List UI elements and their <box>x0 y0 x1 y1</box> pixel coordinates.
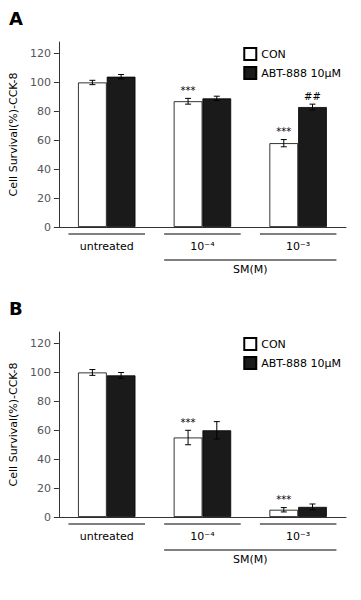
svg-text:untreated: untreated <box>80 240 134 253</box>
svg-text:untreated: untreated <box>80 530 134 543</box>
svg-text:A: A <box>9 8 23 29</box>
svg-text:10⁻⁴: 10⁻⁴ <box>190 530 215 543</box>
svg-text:20: 20 <box>37 482 51 495</box>
svg-text:40: 40 <box>37 163 51 176</box>
svg-text:0: 0 <box>44 511 51 524</box>
svg-text:40: 40 <box>37 453 51 466</box>
svg-text:***: *** <box>276 126 291 137</box>
svg-text:Cell Survival(%)-CCK-8: Cell Survival(%)-CCK-8 <box>7 73 20 197</box>
svg-text:SM(M): SM(M) <box>233 263 268 276</box>
svg-text:20: 20 <box>37 192 51 205</box>
svg-text:10⁻³: 10⁻³ <box>286 240 310 253</box>
svg-text:***: *** <box>181 417 196 428</box>
svg-text:100: 100 <box>30 366 51 379</box>
svg-text:##: ## <box>304 91 321 102</box>
svg-text:***: *** <box>181 85 196 96</box>
svg-text:ABT-888 10μM: ABT-888 10μM <box>261 357 341 370</box>
svg-text:***: *** <box>276 494 291 505</box>
svg-text:60: 60 <box>37 424 51 437</box>
svg-text:CON: CON <box>261 338 286 351</box>
svg-text:Cell Survival(%)-CCK-8: Cell Survival(%)-CCK-8 <box>7 363 20 487</box>
svg-text:0: 0 <box>44 221 51 234</box>
svg-text:SM(M): SM(M) <box>233 553 268 566</box>
svg-text:80: 80 <box>37 395 51 408</box>
svg-text:100: 100 <box>30 76 51 89</box>
svg-text:10⁻⁴: 10⁻⁴ <box>190 240 215 253</box>
svg-text:CON: CON <box>261 48 286 61</box>
svg-text:120: 120 <box>30 337 51 350</box>
svg-text:ABT-888 10μM: ABT-888 10μM <box>261 67 341 80</box>
svg-text:10⁻³: 10⁻³ <box>286 530 310 543</box>
svg-text:60: 60 <box>37 134 51 147</box>
svg-text:80: 80 <box>37 105 51 118</box>
svg-text:120: 120 <box>30 47 51 60</box>
svg-text:B: B <box>9 298 23 319</box>
